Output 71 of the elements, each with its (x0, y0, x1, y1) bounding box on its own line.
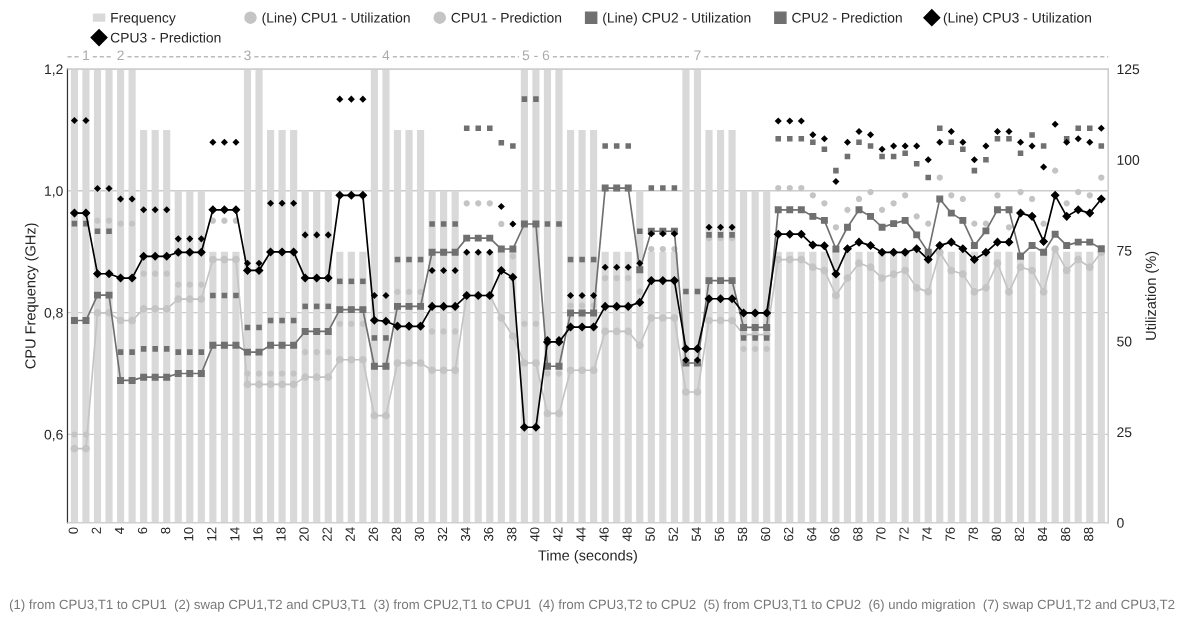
annotation: 5 - 6 (522, 50, 550, 61)
legend-label: CPU3 - Prediction (110, 32, 221, 43)
x-tick-label: 68 (853, 527, 863, 541)
x-tick-label: 8 (160, 527, 171, 534)
x-tick-label: 36 (483, 527, 494, 542)
x-tick-label: 78 (968, 527, 978, 541)
annotation: 2 (117, 50, 124, 61)
x-tick-label: 56 (714, 527, 725, 542)
y2-tick-label: 125 (1117, 64, 1140, 75)
x-tick-label: 0 (68, 527, 78, 534)
y-tick-label: 1,0 (45, 186, 63, 198)
x-tick-label: 38 (507, 527, 517, 542)
x-tick-label: 58 (737, 527, 748, 542)
x-tick-label: 52 (668, 527, 678, 542)
y2-tick-label: 50 (1117, 336, 1132, 347)
x-tick-label: 88 (1083, 527, 1094, 541)
x-tick-label: 62 (783, 527, 794, 541)
x-tick-label: 74 (922, 527, 932, 541)
x-tick-label: 82 (1014, 527, 1025, 541)
y2-tick-label: 100 (1117, 155, 1140, 165)
x-tick-label: 22 (322, 527, 332, 541)
y2-tick-label: 25 (1117, 427, 1132, 438)
x-axis-title: Time (seconds) (538, 549, 637, 564)
y-tick-label: 0,6 (44, 429, 63, 442)
x-tick-label: 24 (345, 527, 355, 541)
x-tick-label: 16 (253, 527, 263, 541)
x-tick-label: 48 (622, 527, 632, 542)
legend-label: (Line) CPU3 - Utilization (943, 12, 1091, 26)
x-tick-label: 72 (899, 527, 909, 541)
y2-axis-title: Utilization (%) (1145, 251, 1159, 340)
x-tick-label: 70 (876, 527, 886, 541)
annotation: 4 (382, 50, 390, 61)
x-tick-label: 42 (553, 527, 563, 542)
x-tick-label: 46 (599, 527, 609, 542)
x-tick-label: 84 (1037, 527, 1048, 541)
x-tick-label: 66 (830, 527, 840, 541)
x-tick-label: 14 (230, 527, 240, 541)
x-tick-label: 4 (114, 527, 124, 534)
x-tick-label: 18 (276, 527, 286, 541)
x-tick-label: 34 (460, 527, 471, 542)
legend-label: (Line) CPU1 - Utilization (262, 12, 410, 26)
x-tick-label: 64 (807, 527, 817, 541)
x-tick-label: 26 (368, 527, 378, 541)
x-tick-label: 86 (1060, 527, 1071, 541)
annotation: 3 (244, 50, 251, 61)
legend-label: Frequency (111, 13, 176, 26)
x-tick-label: 80 (991, 527, 1001, 541)
text: (1) from CPU3,T1 to CPU1 (2) swap CPU1,T2 and CPU3,T1 (3) from CPU2,T1 to CPU1 (4) from CPU3,T2 to CPU2 (5) from CPU3,T1 to CPU2 (6) undo migration (7) swap CPU1,T2 and CPU3,T2 (9, 599, 1175, 612)
x-tick-label: 10 (183, 527, 194, 541)
x-tick-label: 12 (207, 527, 217, 541)
annotation: 1 (83, 50, 90, 61)
y-axis-title: CPU Frequency (GHz) (24, 223, 39, 369)
x-tick-label: 44 (576, 527, 586, 542)
x-tick-label: 6 (137, 527, 148, 534)
x-tick-label: 20 (299, 527, 309, 541)
y-tick-label: 0,8 (44, 307, 63, 320)
x-tick-label: 28 (391, 527, 402, 541)
x-tick-label: 76 (945, 527, 955, 541)
x-tick-label: 40 (530, 527, 540, 542)
legend-label: CPU2 - Prediction (792, 12, 902, 23)
annotation: 7 (694, 50, 701, 61)
legend-label: CPU1 - Prediction (451, 12, 562, 23)
x-tick-label: 50 (645, 527, 655, 542)
x-tick-label: 60 (760, 527, 771, 541)
x-tick-label: 32 (437, 527, 448, 542)
x-tick-label: 54 (691, 527, 702, 542)
x-tick-label: 2 (91, 527, 101, 534)
legend-label: (Line) CPU2 - Utilization (603, 12, 751, 26)
x-tick-label: 30 (414, 527, 425, 542)
y-tick-label: 1,2 (45, 64, 63, 76)
y2-tick-label: 75 (1117, 245, 1132, 256)
